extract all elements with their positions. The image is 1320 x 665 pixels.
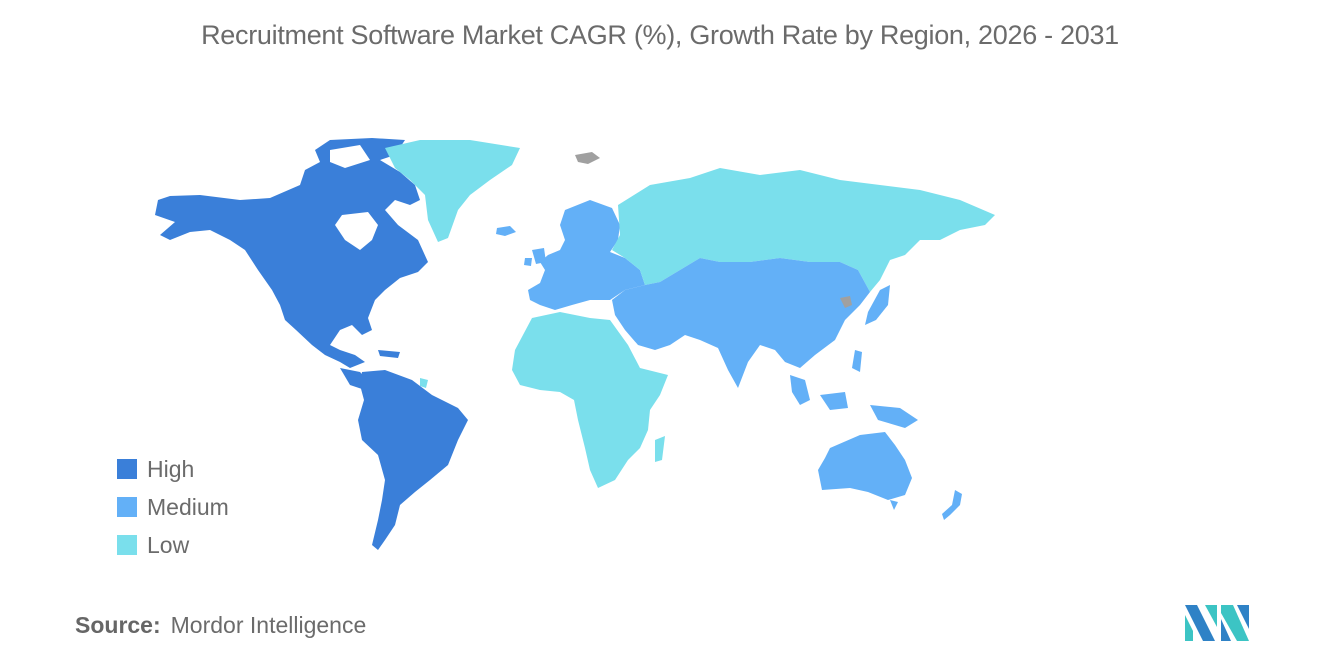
region-north-america (155, 138, 428, 390)
chart-title: Recruitment Software Market CAGR (%), Gr… (201, 20, 1119, 50)
legend-swatch-low (117, 535, 137, 555)
legend-label: Medium (147, 493, 229, 520)
legend-swatch-high (117, 459, 137, 479)
legend: High Medium Low (117, 450, 229, 564)
source-label: Source: (75, 612, 161, 638)
region-europe (524, 200, 645, 310)
region-greenland (385, 140, 520, 242)
legend-label: Low (147, 531, 190, 558)
legend-item-medium: Medium (117, 488, 229, 526)
region-africa (512, 312, 668, 488)
mordor-intelligence-logo-icon (1185, 605, 1249, 641)
region-iceland (496, 226, 516, 236)
legend-item-high: High (117, 450, 229, 488)
region-north-korea (840, 296, 852, 308)
legend-item-low: Low (117, 526, 229, 564)
region-svalbard (575, 152, 600, 164)
legend-label: High (147, 455, 195, 482)
source-line: Source: Mordor Intelligence (75, 612, 366, 639)
region-asia (612, 258, 918, 428)
region-russia (612, 168, 995, 292)
source-value: Mordor Intelligence (170, 612, 367, 638)
region-south-america (358, 370, 468, 550)
region-oceania (818, 432, 962, 520)
legend-swatch-medium (117, 497, 137, 517)
